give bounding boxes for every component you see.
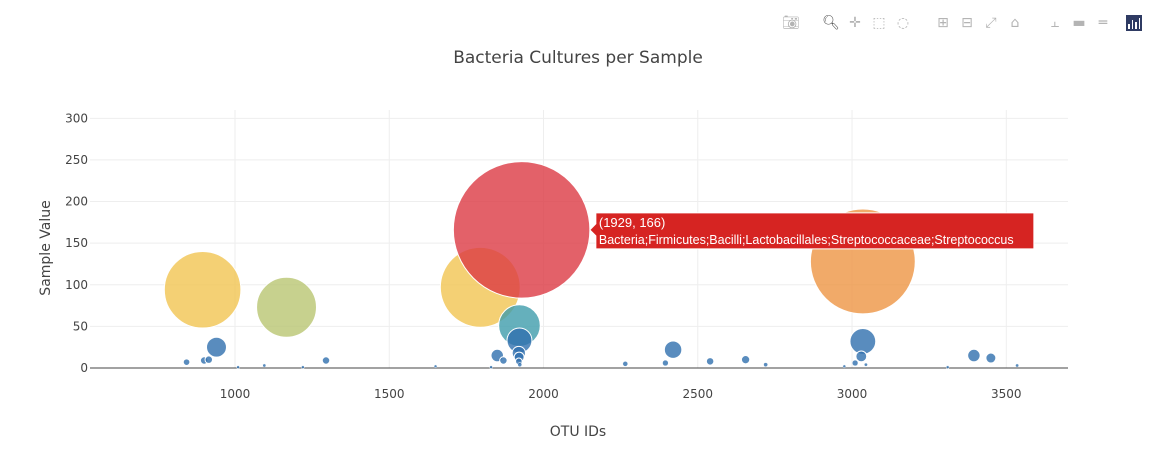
bubble-point[interactable] (622, 361, 629, 367)
hover-tooltip: (1929, 166) Bacteria;Firmicutes;Bacilli;L… (589, 212, 1035, 250)
chart-title: Bacteria Cultures per Sample (453, 48, 703, 68)
y-tick-label: 150 (65, 236, 88, 250)
tooltip-label: Bacteria;Firmicutes;Bacilli;Lactobacilla… (599, 233, 1014, 247)
bubble-point[interactable] (967, 348, 981, 363)
bubble-point[interactable] (945, 365, 950, 369)
bubble-point[interactable] (262, 363, 267, 368)
y-tick-label: 250 (65, 153, 88, 167)
bubble-point[interactable] (855, 350, 868, 363)
x-tick-label: 3000 (837, 387, 868, 401)
y-axis-title: Sample Value (38, 200, 54, 295)
bubble-point[interactable] (517, 362, 523, 368)
hover-compare-icon[interactable]: ═ (1098, 15, 1108, 31)
x-tick-label: 1000 (220, 387, 251, 401)
modebar: 📷︎ 🔍︎ ✛ ⬚ ◌ ⊞ ⊟ ⤢ ⌂ ⫠ ▬ ═ (782, 14, 1142, 32)
bubbles-layer[interactable] (163, 161, 1020, 369)
y-tick-label: 200 (65, 195, 88, 209)
bubble-point[interactable] (163, 250, 242, 329)
y-tick-label: 0 (80, 361, 88, 375)
bubble-point[interactable] (499, 356, 508, 365)
bubble-point[interactable] (842, 364, 847, 369)
x-tick-label: 2000 (528, 387, 559, 401)
bubble-point[interactable] (864, 362, 868, 367)
bubble-point[interactable] (182, 358, 191, 367)
bubble-point[interactable] (705, 357, 715, 366)
autoscale-icon[interactable]: ⤢ (985, 15, 997, 31)
x-axis-title: OTU IDs (550, 424, 606, 440)
zoom-icon[interactable]: 🔍︎ (822, 15, 840, 31)
spike-lines-icon[interactable]: ⫠ (1050, 15, 1060, 31)
plotly-logo-icon[interactable] (1126, 15, 1142, 31)
bubble-point[interactable] (663, 340, 683, 359)
y-tick-label: 100 (65, 278, 88, 292)
zoom-out-icon[interactable]: ⊟ (961, 15, 973, 31)
zoom-in-icon[interactable]: ⊞ (937, 15, 949, 31)
bubble-point[interactable] (1015, 363, 1020, 368)
tooltip-coords: (1929, 166) (599, 215, 666, 230)
bubble-point[interactable] (204, 355, 214, 364)
pan-icon[interactable]: ✛ (849, 15, 861, 31)
y-tick-label: 300 (65, 111, 88, 125)
bubble-point[interactable] (662, 359, 669, 367)
x-tick-label: 2500 (683, 387, 714, 401)
bubble-point[interactable] (452, 161, 591, 299)
tooltip-box (589, 212, 1035, 250)
box-select-icon[interactable]: ⬚ (872, 15, 886, 31)
bubble-point[interactable] (256, 276, 317, 338)
bubble-point[interactable] (985, 352, 997, 364)
x-tick-label: 1500 (374, 387, 405, 401)
bubble-point[interactable] (433, 364, 438, 369)
y-tick-labels: 0 50 100 150 200 250 300 (65, 111, 88, 375)
lasso-icon[interactable]: ◌ (896, 15, 910, 31)
bubble-point[interactable] (206, 336, 227, 358)
y-tick-label: 50 (73, 319, 88, 333)
bubble-point[interactable] (740, 355, 751, 365)
hover-closest-icon[interactable]: ▬ (1072, 15, 1086, 31)
camera-icon[interactable]: 📷︎ (782, 15, 800, 31)
x-tick-labels: 1000 1500 2000 2500 3000 3500 (220, 387, 1022, 401)
bubble-point[interactable] (301, 365, 305, 369)
bubble-point[interactable] (321, 356, 331, 365)
reset-axes-icon[interactable]: ⌂ (1010, 15, 1020, 31)
bubble-point[interactable] (849, 327, 877, 355)
bubble-point[interactable] (236, 365, 240, 369)
bubble-point[interactable] (763, 362, 768, 368)
x-tick-label: 3500 (991, 387, 1022, 401)
bubble-point[interactable] (489, 365, 493, 369)
bubble-point[interactable] (851, 359, 859, 367)
